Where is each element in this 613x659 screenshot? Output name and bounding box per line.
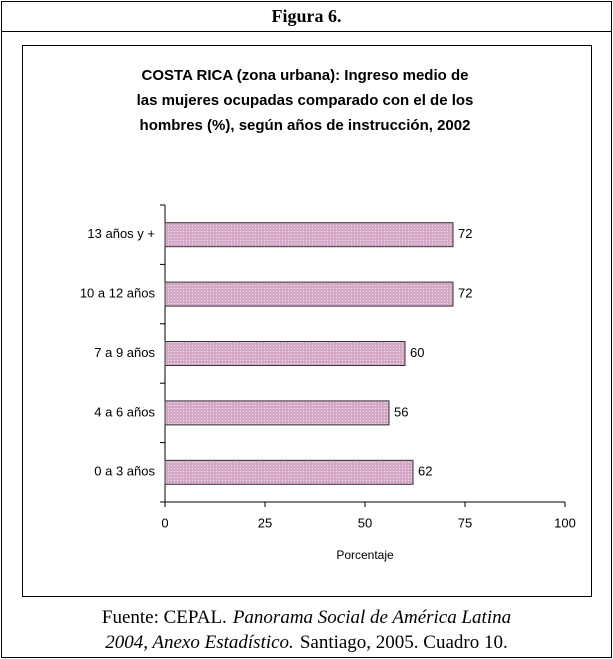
- chart-title: COSTA RICA (zona urbana): Ingreso medio …: [136, 67, 474, 134]
- y-tick-label: 10 a 12 años: [80, 286, 156, 301]
- footer-text: 2004, Anexo Estadístico.: [105, 632, 294, 653]
- data-label: 60: [410, 345, 424, 360]
- data-label: 56: [394, 404, 408, 419]
- data-label: 72: [458, 286, 472, 301]
- data-label: 72: [458, 226, 472, 241]
- y-tick-label: 0 a 3 años: [94, 464, 155, 479]
- figure-header: Figura 6.: [1, 1, 612, 32]
- data-label: 62: [418, 464, 432, 479]
- footer-line: Fuente: CEPAL. Panorama Social de Améric…: [0, 607, 613, 629]
- bar: [164, 222, 454, 248]
- x-tick-label: 25: [258, 515, 272, 530]
- footer-text: Santiago, 2005. Cuadro 10.: [299, 632, 508, 653]
- x-tick-label: 0: [161, 515, 168, 530]
- y-tick-label: 7 a 9 años: [94, 345, 155, 360]
- bar: [164, 400, 390, 426]
- x-tick-label: 75: [458, 515, 472, 530]
- x-tick-label: 100: [554, 515, 576, 530]
- y-tick-label: 13 años y +: [87, 226, 155, 241]
- bar: [164, 341, 406, 366]
- footer-line: 2004, Anexo Estadístico. Santiago, 2005.…: [0, 632, 613, 654]
- x-axis-label: Porcentaje: [336, 548, 394, 562]
- chart-frame: [22, 45, 592, 597]
- bar: [164, 459, 414, 485]
- x-tick-label: 50: [358, 515, 372, 530]
- bar: [164, 281, 454, 307]
- y-tick-label: 4 a 6 años: [94, 404, 155, 419]
- footer-text: Fuente: CEPAL.: [101, 607, 227, 628]
- footer-text: Panorama Social de América Latina: [232, 607, 512, 628]
